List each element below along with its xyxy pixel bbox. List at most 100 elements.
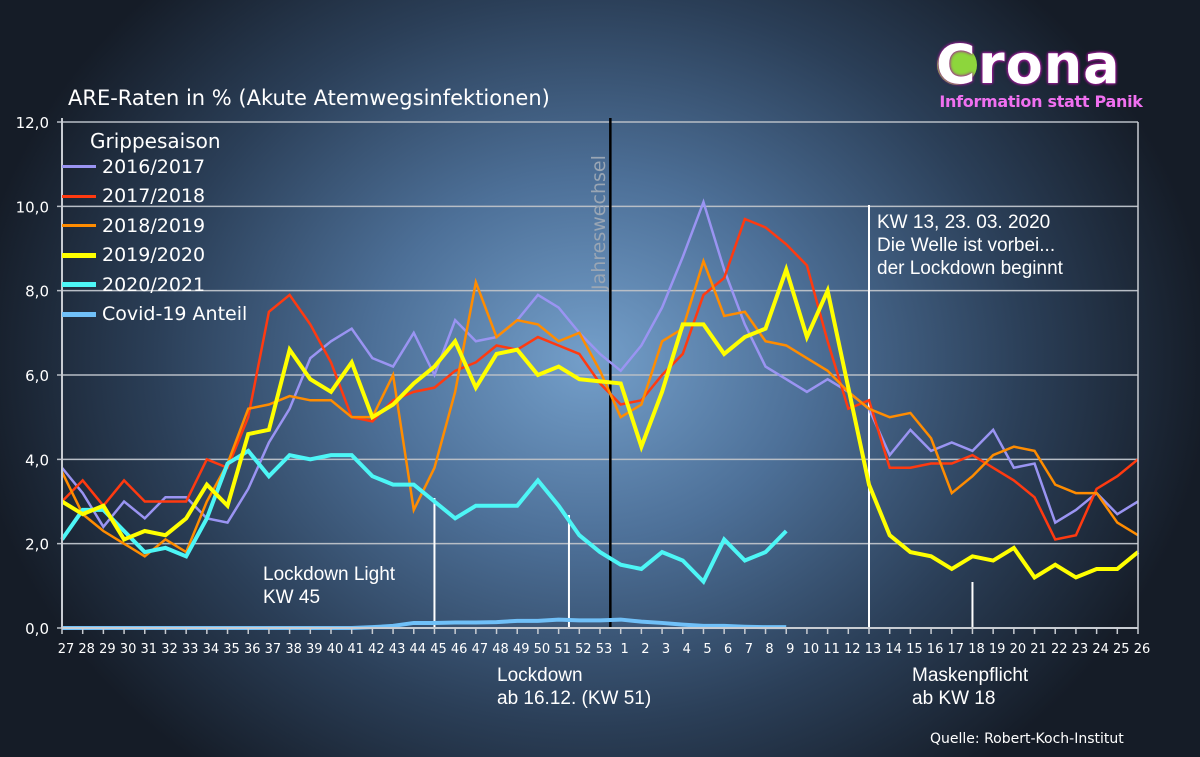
- corona-logo: rona Information statt Panik: [936, 38, 1146, 111]
- legend-label: 2020/2021: [102, 273, 206, 296]
- x-tick-label: 46: [451, 642, 468, 657]
- x-tick-label: 36: [244, 642, 261, 657]
- x-tick-label: 50: [534, 642, 551, 657]
- maskenpflicht-note: Maskenpflicht ab KW 18: [912, 664, 1028, 710]
- legend-swatch: [62, 165, 96, 169]
- x-tick-label: 26: [1134, 642, 1151, 657]
- x-tick-label: 9: [786, 642, 794, 657]
- series-line-2017-2018: [61, 217, 1139, 541]
- x-tick-label: 6: [724, 642, 732, 657]
- x-tick-label: 8: [765, 642, 773, 657]
- x-tick-label: 14: [885, 642, 902, 657]
- logo-c: C: [936, 33, 976, 96]
- x-tick-label: 12: [844, 642, 861, 657]
- x-tick-label: 16: [927, 642, 944, 657]
- legend-label: 2019/2020: [102, 244, 206, 267]
- x-tick-label: 5: [703, 642, 711, 657]
- x-tick-label: 2: [641, 642, 649, 657]
- legend-swatch: [62, 224, 96, 228]
- lockdown-light-line2: KW 45: [263, 587, 321, 608]
- x-tick-label: 40: [327, 642, 344, 657]
- x-tick-label: 53: [596, 642, 613, 657]
- series-line-2016-2017: [61, 198, 1139, 529]
- x-tick-label: 30: [120, 642, 137, 657]
- chart-title: ARE-Raten in % (Akute Atemwegsinfektione…: [68, 86, 550, 110]
- legend: Grippesaison 2016/2017 2017/2018 2018/2019…: [62, 130, 247, 329]
- x-tick-label: 15: [906, 642, 923, 657]
- x-tick-label: 28: [78, 642, 95, 657]
- x-tick-label: 41: [347, 642, 364, 657]
- legend-swatch: [62, 282, 96, 288]
- lockdown-note: Lockdown ab 16.12. (KW 51): [497, 664, 651, 710]
- x-tick-label: 45: [430, 642, 447, 657]
- legend-label: 2018/2019: [102, 214, 206, 237]
- y-tick-label: 6,0: [25, 367, 49, 385]
- y-tick-label: 4,0: [25, 451, 49, 469]
- x-tick-label: 11: [823, 642, 840, 657]
- x-tick-label: 3: [662, 642, 670, 657]
- x-tick-label: 24: [1092, 642, 1109, 657]
- logo-virus-icon: [937, 45, 977, 85]
- x-tick-label: 49: [513, 642, 530, 657]
- x-tick-label: 27: [58, 642, 75, 657]
- legend-title: Grippesaison: [90, 129, 221, 153]
- legend-item: 2017/2018: [62, 182, 247, 212]
- lockdown-light-line1: Lockdown Light: [263, 564, 396, 585]
- x-tick-label: 19: [989, 642, 1006, 657]
- x-tick-label: 33: [182, 642, 199, 657]
- lockdown-line1: Lockdown: [497, 665, 583, 686]
- kw13-line1: KW 13, 23. 03. 2020: [877, 212, 1051, 233]
- series-line-covid-19-anteil: [62, 617, 787, 630]
- x-tick-label: 10: [803, 642, 820, 657]
- x-tick-label: 23: [1072, 642, 1089, 657]
- x-tick-label: 39: [306, 642, 323, 657]
- maskenpflicht-line2: ab KW 18: [912, 688, 996, 709]
- x-tick-label: 38: [285, 642, 302, 657]
- x-tick-label: 20: [1010, 642, 1027, 657]
- legend-swatch: [62, 194, 96, 198]
- legend-label: 2017/2018: [102, 185, 206, 208]
- x-tick-label: 42: [368, 642, 385, 657]
- logo-subtitle: Information statt Panik: [939, 92, 1143, 111]
- source-note: Quelle: Robert-Koch-Institut: [930, 731, 1124, 747]
- legend-swatch: [62, 311, 96, 317]
- x-tick-label: 47: [472, 642, 489, 657]
- x-tick-label: 48: [492, 642, 509, 657]
- x-tick-label: 29: [99, 642, 116, 657]
- x-tick-label: 13: [865, 642, 882, 657]
- kw13-note: KW 13, 23. 03. 2020 Die Welle ist vorbei…: [877, 211, 1063, 280]
- x-tick-label: 37: [265, 642, 282, 657]
- series-line-2020-2021: [60, 448, 788, 586]
- y-tick-label: 10,0: [16, 198, 49, 216]
- series-lines: [60, 198, 1140, 630]
- x-tick-label: 44: [409, 642, 426, 657]
- legend-item: 2018/2019: [62, 211, 247, 241]
- lockdown-line2: ab 16.12. (KW 51): [497, 688, 652, 709]
- maskenpflicht-line1: Maskenpflicht: [912, 665, 1029, 686]
- x-tick-label: 22: [1051, 642, 1068, 657]
- lockdown-light-note: Lockdown Light KW 45: [263, 563, 395, 609]
- x-tick-label: 35: [223, 642, 240, 657]
- jahreswechsel-label: Jahreswechsel: [588, 155, 610, 290]
- y-tick-label: 12,0: [16, 114, 49, 132]
- x-tick-label: 25: [1113, 642, 1130, 657]
- x-tick-label: 17: [947, 642, 964, 657]
- x-tick-label: 7: [745, 642, 753, 657]
- x-tick-label: 21: [1030, 642, 1047, 657]
- kw13-line3: der Lockdown beginnt: [877, 258, 1063, 279]
- x-tick-label: 52: [575, 642, 592, 657]
- logo-text: rona: [978, 33, 1121, 96]
- legend-swatch: [62, 252, 96, 258]
- series-line-2019-2020: [60, 263, 1140, 581]
- x-tick-label: 43: [389, 642, 406, 657]
- x-tick-label: 32: [161, 642, 178, 657]
- kw13-line2: Die Welle ist vorbei...: [877, 235, 1056, 256]
- legend-label: Covid-19 Anteil: [102, 303, 248, 326]
- x-tick-label: 1: [621, 642, 629, 657]
- legend-label: 2016/2017: [102, 155, 206, 178]
- x-tick-label: 31: [140, 642, 157, 657]
- y-tick-label: 8,0: [25, 283, 49, 301]
- legend-item: Covid-19 Anteil: [62, 300, 247, 330]
- x-tick-label: 4: [683, 642, 691, 657]
